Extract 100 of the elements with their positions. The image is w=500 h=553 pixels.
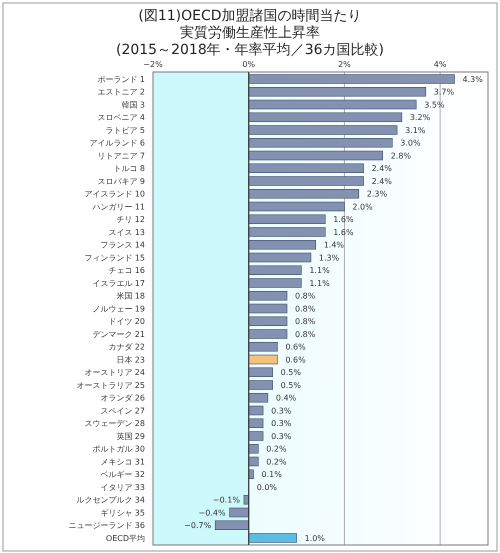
bar [248,176,364,186]
data-label: 0.5% [280,380,302,390]
y-tick-label: イタリア 33 [100,482,145,492]
bar [248,392,268,403]
y-tick-label: デンマーク 21 [92,330,145,339]
y-tick-label: ポーランド 1 [97,74,145,84]
bar [248,278,302,288]
y-tick-label: メキシコ 31 [100,457,145,466]
y-tick-label: イスラエル 17 [92,278,145,288]
y-tick-label: オランダ 26 [100,394,145,403]
bar [248,380,273,390]
bar [248,252,312,262]
data-label: 0.8% [295,317,316,326]
y-tick-label: スペイン 27 [100,406,145,416]
y-tick-label: スイス 13 [108,228,145,237]
y-tick-label: ドイツ 20 [108,317,145,326]
data-label: −0.7% [184,521,212,530]
bar [248,150,384,160]
data-label: 3.5% [424,100,445,110]
y-tick-label: フランス 14 [100,240,145,250]
data-label: 2.0% [352,202,374,212]
bar [248,202,345,212]
y-tick-label: 英国 29 [116,432,145,441]
y-tick-label: OECD平均 [106,534,145,543]
bar [248,316,288,326]
data-label: 0.8% [295,330,316,339]
y-tick-label: ニュージーランド 36 [68,521,145,530]
bar [248,100,417,110]
x-tick-label: 4% [434,60,447,69]
y-tick-label: トルコ 8 [113,164,145,174]
bar [248,163,364,174]
y-tick-label: スロベニア 4 [97,113,145,122]
y-tick-label: アイスランド 10 [84,190,145,199]
bar [248,367,273,378]
data-label: 2.4% [372,176,392,186]
y-tick-label: リトアニア 7 [97,151,145,160]
bar [248,406,264,416]
bar [248,304,288,314]
data-label: 3.2% [410,113,431,122]
y-tick-label: 日本 23 [116,355,145,364]
x-tick-label: 2% [338,60,352,69]
data-label: −0.1% [212,496,240,505]
bar [248,74,455,84]
data-label: 0.3% [271,432,292,441]
data-label: 3.1% [405,126,426,135]
bar [229,508,250,518]
data-label: 3.7% [434,88,455,97]
data-label: 3.0% [400,138,422,148]
y-tick-label: チェコ 16 [108,266,145,276]
data-label: 4.3% [462,74,484,84]
data-label: 0.2% [266,457,288,466]
data-label: 0.5% [280,368,302,378]
y-tick-label: 米国 18 [116,292,145,301]
y-tick-label: オーストリア 24 [84,368,145,378]
data-label: 0.8% [295,304,316,314]
data-label: 1.6% [333,215,354,224]
data-label: 2.3% [366,190,388,199]
y-tick-label: フィンランド 15 [84,253,145,262]
data-label: 0.6% [285,342,306,352]
bar [248,342,278,352]
bar [248,112,402,122]
bar [248,265,302,276]
y-tick-label: スウェーデン 28 [84,419,145,428]
y-tick-label: アイルランド 6 [89,138,145,148]
data-label: 0.1% [262,470,282,480]
y-tick-label: ギリシャ 35 [100,508,145,518]
data-label: 0.2% [266,444,288,454]
y-tick-label: チリ 12 [116,215,145,224]
chart-subtitle: (2015～2018年・年率平均／36カ国比較) [116,42,384,58]
bar [248,431,264,441]
data-label: 0.3% [271,419,292,428]
data-label: −0.4% [198,508,226,518]
x-tick-label: −2% [143,60,164,69]
y-tick-label: スロバキア 9 [97,176,145,186]
y-tick-label: ベルギー 32 [100,470,145,480]
data-label: 1.3% [318,253,340,262]
data-label: 0.4% [276,394,297,403]
data-label: 2.8% [390,151,412,160]
y-tick-label: 韓国 3 [121,100,145,110]
data-label: 1.6% [333,228,354,237]
bar [214,520,250,530]
bar [248,227,326,237]
bar [248,290,288,301]
x-tick-label: 0% [242,60,256,69]
y-tick-label: オーストラリア 25 [76,380,145,390]
data-label: 1.1% [309,266,330,276]
y-tick-label: ルクセンブルク 34 [76,496,145,505]
y-tick-label: ハンガリー 11 [91,202,145,212]
y-tick-label: エストニア 2 [97,88,145,97]
bar [248,456,259,466]
bar [248,533,297,543]
bar [248,125,398,135]
data-label: 2.4% [372,164,392,174]
bar [248,418,264,428]
data-label: 0.6% [285,355,306,364]
data-label: 1.4% [324,240,344,250]
data-label: 0.8% [295,292,316,301]
bar [248,188,360,199]
data-label: 1.0% [304,534,326,543]
y-tick-label: ポルトガル 30 [92,444,145,454]
